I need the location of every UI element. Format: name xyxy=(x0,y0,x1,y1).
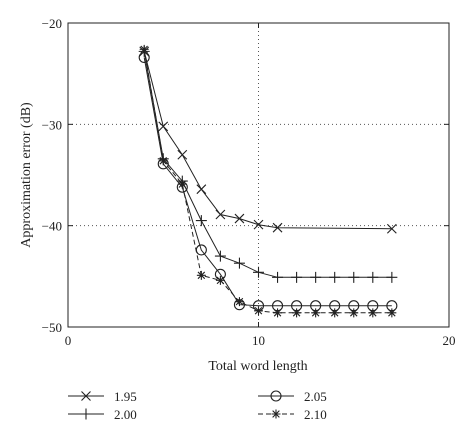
legend-item: 1.95 xyxy=(68,389,137,404)
series-line xyxy=(143,49,392,314)
x-tick-label: 0 xyxy=(65,333,72,348)
series-2 xyxy=(138,51,398,312)
axis-ticks: 0 10 20 −20 −30 −40 −50 xyxy=(42,16,456,348)
asterisk-marker xyxy=(349,308,359,318)
plus-marker xyxy=(310,271,322,283)
x-tick-label: 20 xyxy=(443,333,456,348)
legend-item: 2.00 xyxy=(68,407,137,422)
x-marker xyxy=(272,222,283,233)
asterisk-marker xyxy=(311,308,321,318)
asterisk-marker xyxy=(158,156,168,166)
x-marker xyxy=(386,223,397,234)
legend-asterisk-marker xyxy=(271,409,281,419)
legend-label: 2.10 xyxy=(304,407,327,422)
plus-marker xyxy=(348,271,360,283)
asterisk-marker xyxy=(368,308,378,318)
plus-marker xyxy=(291,271,303,283)
plot-series xyxy=(138,44,398,318)
asterisk-marker xyxy=(292,308,302,318)
legend: 1.95 2.00 2.05 2.10 xyxy=(68,389,327,422)
x-marker xyxy=(215,209,226,220)
asterisk-marker xyxy=(215,275,225,285)
plus-marker xyxy=(367,271,379,283)
series-line xyxy=(143,51,392,230)
series-3 xyxy=(139,44,397,318)
x-marker xyxy=(158,121,169,132)
y-tick-label: −30 xyxy=(42,117,62,132)
y-tick-label: −40 xyxy=(42,219,62,234)
legend-label: 2.05 xyxy=(304,389,327,404)
plus-marker xyxy=(272,271,284,283)
asterisk-marker xyxy=(254,306,263,316)
y-tick-label: −50 xyxy=(42,320,62,335)
grid xyxy=(68,23,449,327)
plus-marker xyxy=(195,215,207,227)
x-marker xyxy=(234,213,245,224)
x-marker xyxy=(177,149,188,160)
series-line xyxy=(143,57,392,307)
plus-marker xyxy=(253,266,264,278)
legend-item: 2.05 xyxy=(258,389,327,404)
asterisk-marker xyxy=(196,270,206,280)
x-tick-label: 10 xyxy=(252,333,265,348)
legend-label: 1.95 xyxy=(114,389,137,404)
asterisk-marker xyxy=(330,308,340,318)
plus-marker xyxy=(233,257,245,269)
legend-label: 2.00 xyxy=(114,407,137,422)
asterisk-marker xyxy=(234,297,244,307)
x-marker xyxy=(253,219,264,230)
plus-marker xyxy=(214,250,226,262)
legend-x-marker xyxy=(81,391,91,401)
plus-marker xyxy=(386,271,398,283)
asterisk-marker xyxy=(177,179,187,189)
y-tick-label: −20 xyxy=(42,16,62,31)
asterisk-marker xyxy=(139,44,149,54)
x-marker xyxy=(196,184,207,195)
plus-marker xyxy=(329,271,341,283)
x-axis-label: Total word length xyxy=(208,359,307,374)
series-0 xyxy=(139,46,397,234)
y-axis-label: Approximation error (dB) xyxy=(19,102,34,248)
legend-circle-marker xyxy=(270,390,282,402)
legend-plus-marker xyxy=(80,408,92,420)
asterisk-marker xyxy=(387,308,397,318)
series-1 xyxy=(138,45,398,283)
legend-item: 2.10 xyxy=(258,407,327,422)
series-line xyxy=(143,51,392,278)
asterisk-marker xyxy=(273,308,283,318)
